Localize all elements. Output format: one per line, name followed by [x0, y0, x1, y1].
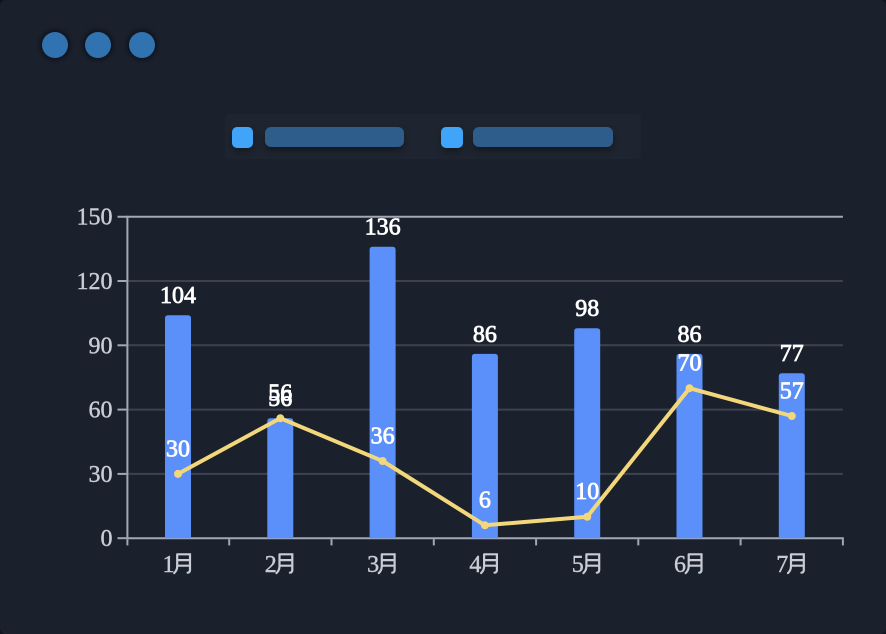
svg-text:5: 5	[572, 552, 584, 578]
svg-text:3: 3	[367, 552, 379, 578]
svg-text:7: 7	[776, 552, 788, 578]
svg-text:1: 1	[163, 552, 175, 578]
svg-text:60: 60	[89, 398, 113, 424]
svg-text:30: 30	[89, 462, 113, 488]
svg-text:6: 6	[479, 488, 491, 514]
svg-text:98: 98	[575, 296, 599, 322]
svg-text:6: 6	[674, 552, 686, 578]
svg-text:10: 10	[575, 479, 599, 505]
svg-text:86: 86	[473, 322, 497, 348]
svg-text:56: 56	[268, 381, 292, 407]
svg-text:2: 2	[265, 552, 277, 578]
svg-text:30: 30	[166, 436, 190, 462]
svg-text:104: 104	[160, 283, 196, 309]
svg-text:77: 77	[780, 341, 804, 367]
svg-text:36: 36	[371, 423, 395, 449]
svg-text:0: 0	[101, 526, 113, 552]
svg-text:4: 4	[469, 552, 481, 578]
svg-text:70: 70	[678, 351, 702, 377]
svg-text:56: 56	[268, 386, 292, 412]
svg-text:57: 57	[780, 378, 804, 404]
svg-text:150: 150	[77, 205, 113, 231]
svg-text:120: 120	[77, 269, 113, 295]
svg-text:90: 90	[89, 333, 113, 359]
svg-text:86: 86	[678, 322, 702, 348]
svg-text:136: 136	[365, 215, 401, 241]
